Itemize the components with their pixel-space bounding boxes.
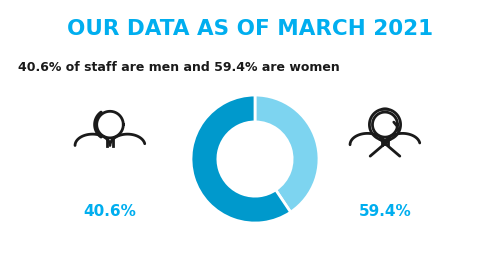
Text: 40.6%: 40.6% [84, 203, 136, 218]
Wedge shape [191, 95, 290, 223]
Wedge shape [255, 95, 319, 212]
Text: OUR DATA AS OF MARCH 2021: OUR DATA AS OF MARCH 2021 [67, 19, 433, 39]
Text: 40.6% of staff are men and 59.4% are women: 40.6% of staff are men and 59.4% are wom… [18, 61, 340, 74]
Text: 59.4%: 59.4% [358, 203, 412, 218]
